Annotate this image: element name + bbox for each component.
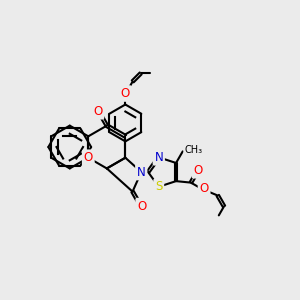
Text: O: O xyxy=(194,164,203,177)
Text: O: O xyxy=(121,87,130,100)
Text: N: N xyxy=(154,151,163,164)
Text: S: S xyxy=(155,180,163,193)
Text: O: O xyxy=(84,151,93,164)
Text: CH₃: CH₃ xyxy=(184,145,202,155)
Text: O: O xyxy=(200,182,209,195)
Text: O: O xyxy=(93,105,103,118)
Text: N: N xyxy=(137,166,146,178)
Text: O: O xyxy=(137,200,146,212)
